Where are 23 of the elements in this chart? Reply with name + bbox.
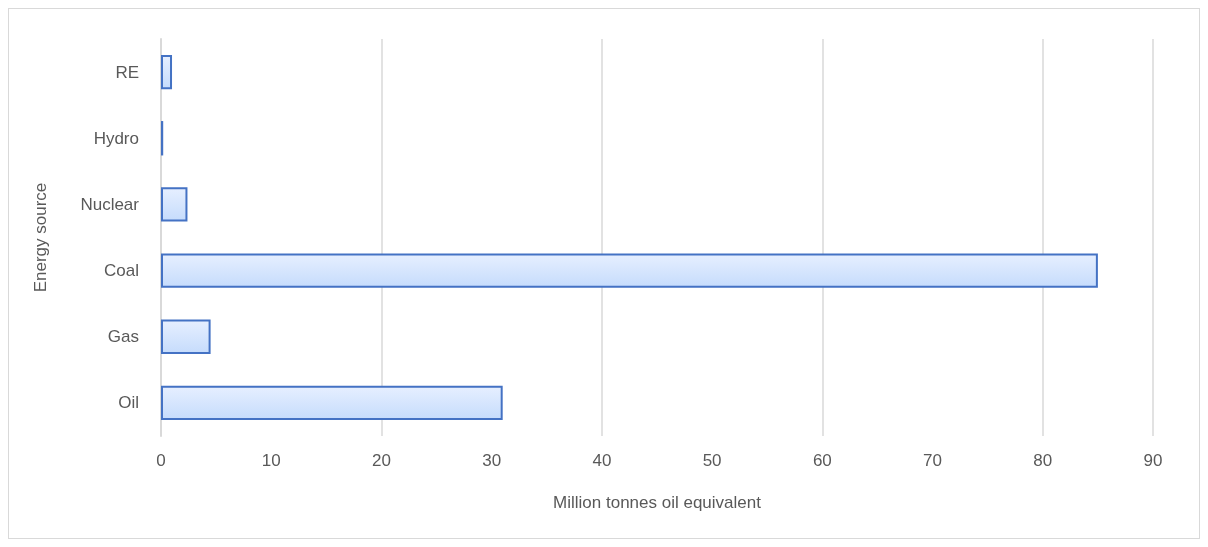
bar bbox=[161, 385, 503, 421]
x-tick-label: 70 bbox=[923, 451, 943, 470]
bar bbox=[161, 319, 211, 354]
x-tick-label: 20 bbox=[371, 451, 391, 470]
bar bbox=[161, 54, 173, 90]
x-tick-label: 90 bbox=[1143, 451, 1163, 470]
x-tick-label: 40 bbox=[592, 451, 612, 470]
bar bbox=[161, 253, 1098, 288]
y-tick-label: RE bbox=[115, 62, 139, 82]
x-tick-label: 80 bbox=[1033, 451, 1053, 470]
y-tick-label: Hydro bbox=[93, 128, 139, 148]
x-tick-label: 0 bbox=[156, 451, 166, 470]
x-tick-label: 50 bbox=[702, 451, 722, 470]
x-axis-title: Million tonnes oil equivalent bbox=[553, 493, 762, 512]
x-tick-label: 60 bbox=[812, 451, 832, 470]
y-tick-label: Gas bbox=[107, 327, 139, 347]
y-tick-label: Coal bbox=[104, 261, 139, 281]
x-tick-label: 10 bbox=[261, 451, 281, 470]
y-axis-title: Energy source bbox=[31, 182, 50, 293]
bar bbox=[161, 187, 188, 222]
y-tick-label: Oil bbox=[118, 393, 139, 413]
y-tick-label: Nuclear bbox=[80, 194, 140, 214]
x-tick-label: 30 bbox=[482, 451, 502, 470]
